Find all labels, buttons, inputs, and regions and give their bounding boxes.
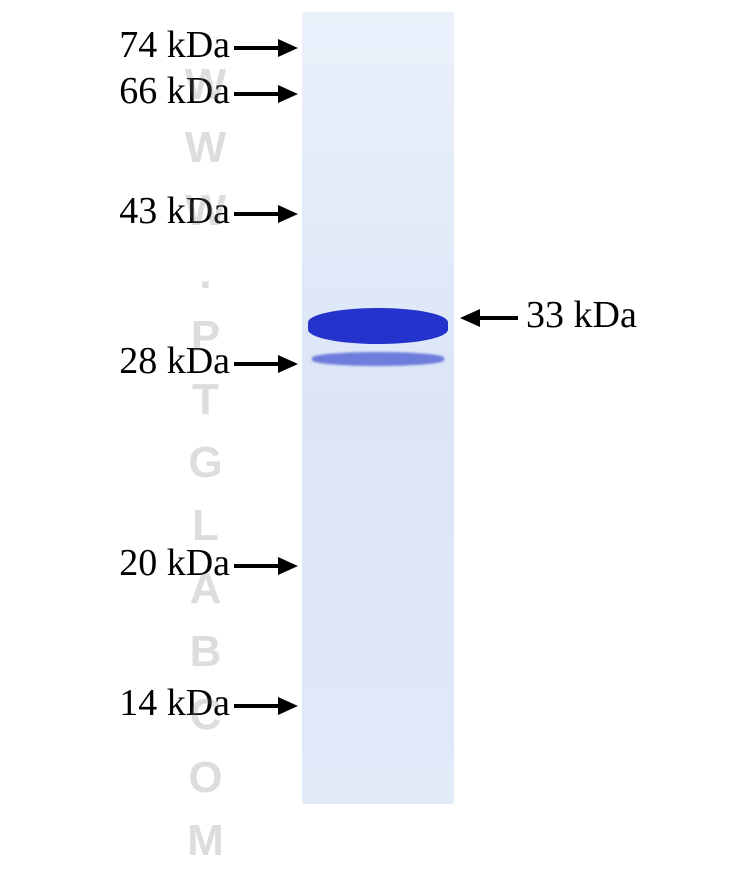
arrow-left-icon — [480, 316, 518, 320]
arrow-right-icon — [234, 704, 278, 708]
arrow-left-head-icon — [460, 309, 480, 327]
arrow-right-head-icon — [278, 39, 298, 57]
faint-lower-band — [312, 352, 444, 366]
arrow-right-icon — [234, 92, 278, 96]
marker-label: 43 kDa — [0, 189, 230, 233]
arrow-right-head-icon — [278, 697, 298, 715]
watermark-text: WWW.PTGLABCOM — [180, 60, 230, 780]
arrow-right-head-icon — [278, 557, 298, 575]
arrow-right-icon — [234, 564, 278, 568]
marker-label: 28 kDa — [0, 339, 230, 383]
marker-label: 66 kDa — [0, 69, 230, 113]
arrow-right-icon — [234, 212, 278, 216]
arrow-right-icon — [234, 46, 278, 50]
arrow-right-head-icon — [278, 205, 298, 223]
marker-label: 20 kDa — [0, 541, 230, 585]
target-band-label: 33 kDa — [526, 293, 637, 337]
marker-label: 14 kDa — [0, 681, 230, 725]
arrow-right-icon — [234, 362, 278, 366]
arrow-right-head-icon — [278, 85, 298, 103]
main-33kda-band — [308, 308, 448, 344]
gel-lane — [302, 12, 454, 804]
arrow-right-head-icon — [278, 355, 298, 373]
marker-label: 74 kDa — [0, 23, 230, 67]
